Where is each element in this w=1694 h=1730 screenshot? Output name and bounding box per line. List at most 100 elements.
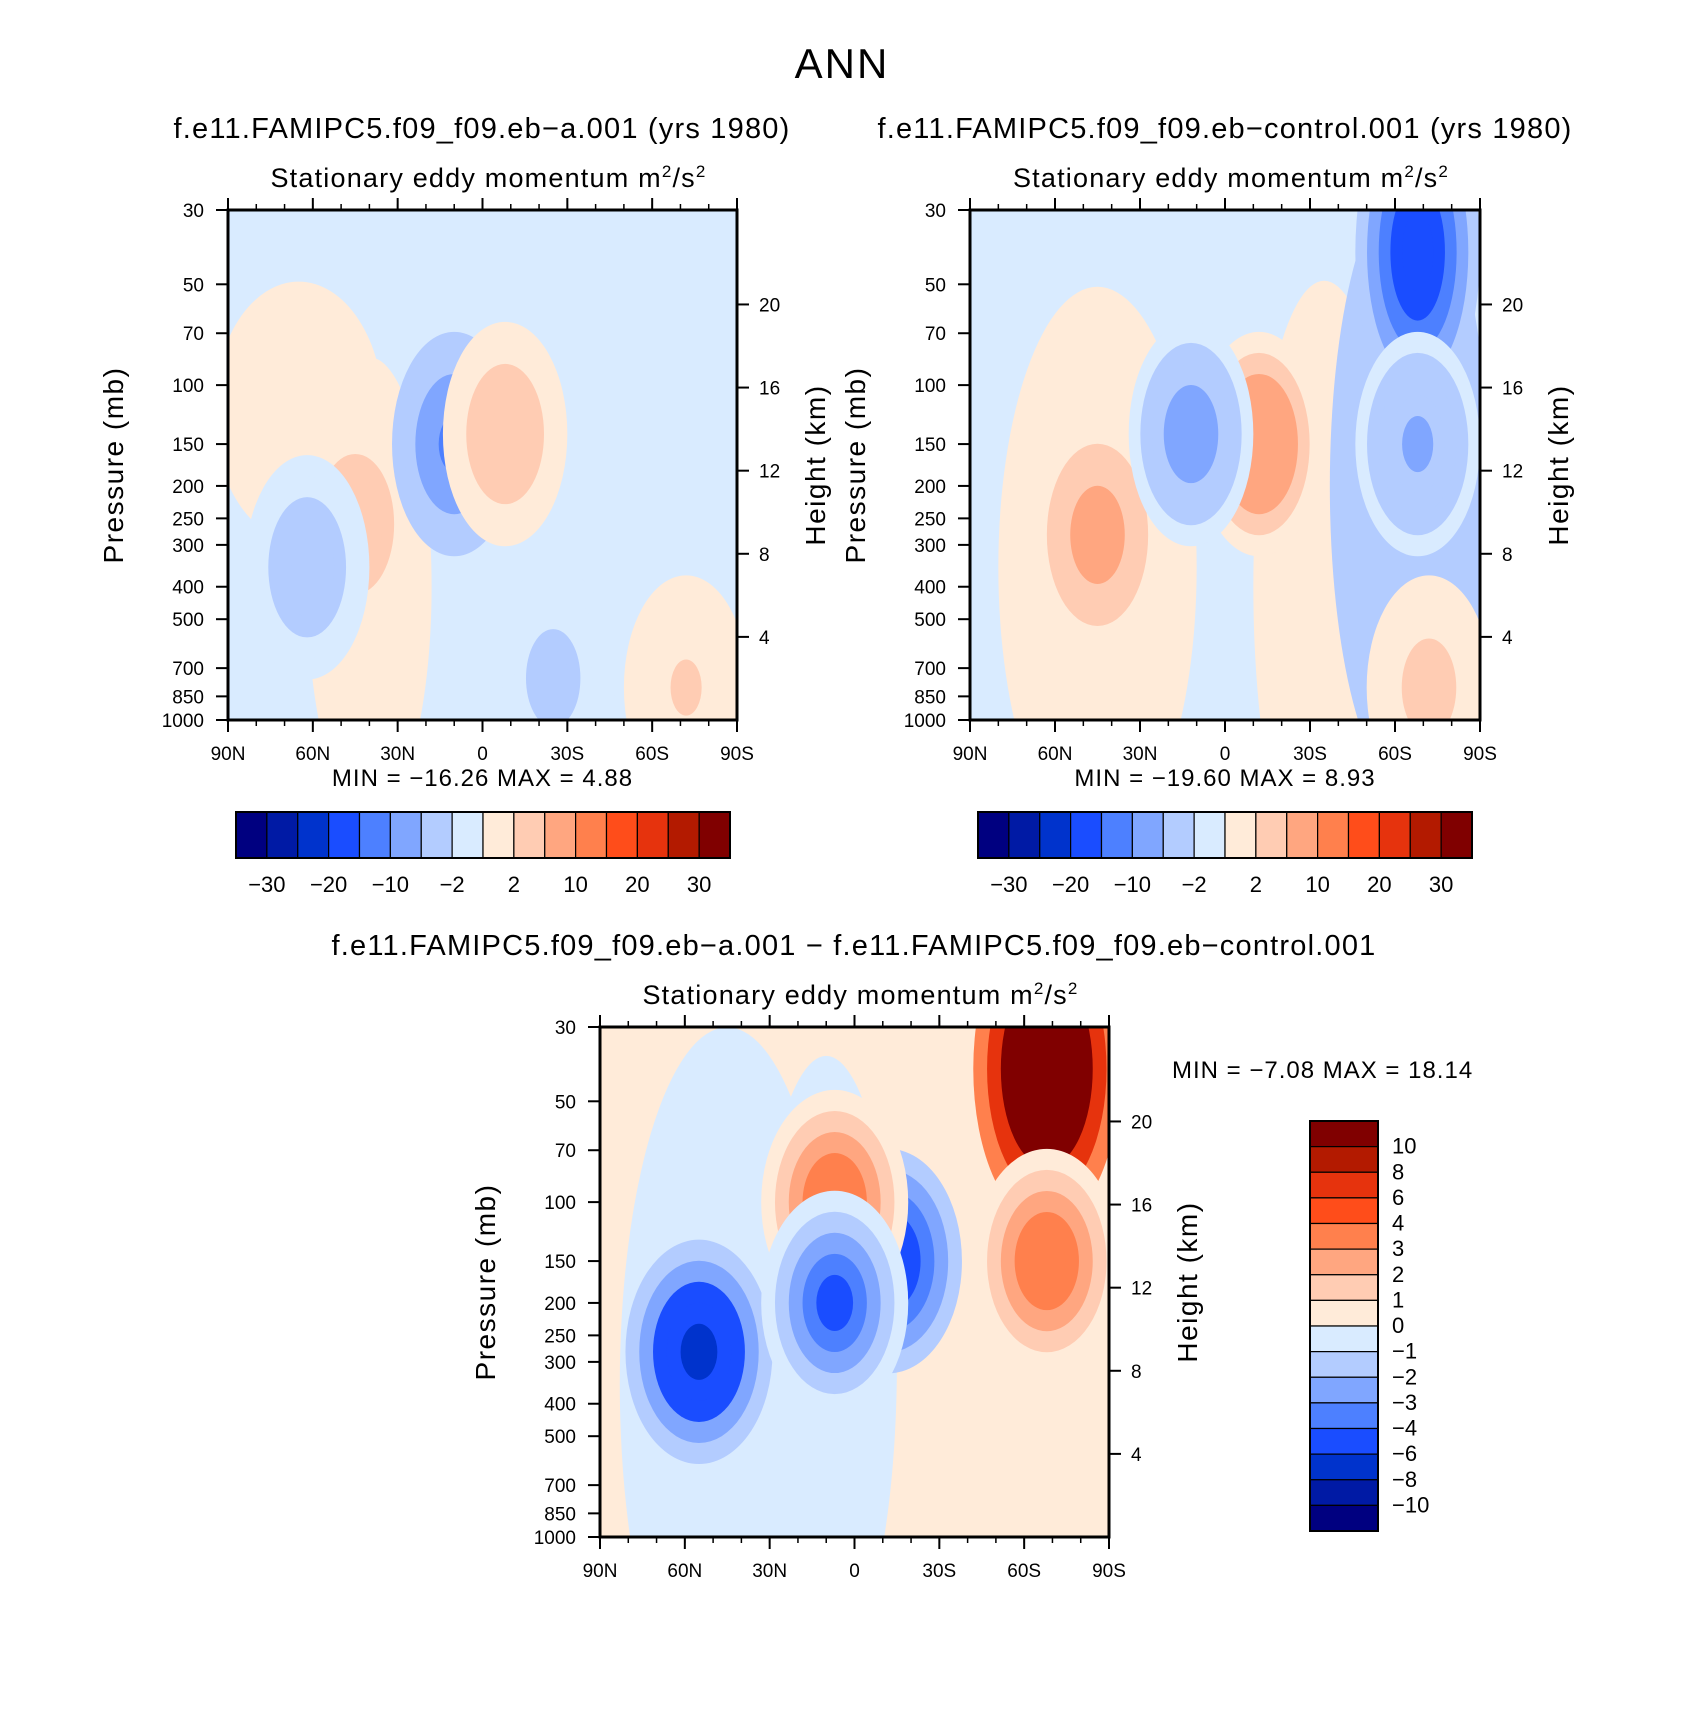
min-max-text: MIN = −19.60 MAX = 8.93 — [1074, 765, 1375, 792]
min-max-gap — [489, 765, 497, 792]
colorbar-swatch — [1309, 1171, 1379, 1199]
contour-feature — [1402, 212, 1434, 292]
height-tick-label: 4 — [1502, 628, 1513, 649]
colorbar-swatch — [420, 811, 453, 859]
colorbar-label: 10 — [1305, 872, 1329, 897]
colorbar-label: −1 — [1392, 1339, 1417, 1364]
colorbar-swatch — [1309, 1274, 1379, 1301]
x-tick-label: 60N — [1038, 744, 1073, 765]
x-tick-label: 60N — [667, 1561, 702, 1582]
x-tick-label: 30N — [1123, 744, 1158, 765]
x-tick-label: 90N — [953, 744, 988, 765]
max-text: MAX = 4.88 — [497, 765, 633, 792]
colorbar-swatch — [1131, 811, 1164, 859]
y-tick-label: 700 — [172, 659, 204, 680]
colorbar-swatch — [544, 811, 577, 859]
colorbar-label: 0 — [1392, 1313, 1404, 1338]
colorbar-label: 3 — [1392, 1236, 1404, 1261]
colorbar-swatch — [1309, 1146, 1379, 1173]
y-axis-title: Pressure (mb) — [840, 367, 871, 564]
colorbar-label: 2 — [508, 872, 520, 897]
colorbar-swatch — [1347, 811, 1380, 859]
colorbar-label: 10 — [1392, 1134, 1416, 1159]
y-tick-label: 250 — [914, 509, 946, 530]
plot-title-text: Stationary eddy momentum — [270, 163, 638, 193]
colorbar-label: 2 — [1250, 872, 1262, 897]
y-axis-right-title: Height (km) — [800, 384, 831, 545]
height-tick-label: 4 — [759, 628, 770, 649]
units-base: m — [1381, 163, 1405, 193]
y-tick-label: 850 — [914, 687, 946, 708]
colorbar-swatch — [1309, 1427, 1379, 1455]
colorbar-label: −30 — [248, 872, 285, 897]
colorbar-swatch — [235, 811, 268, 859]
plot-title: Stationary eddy momentum m2/s2 — [270, 162, 706, 193]
units-sup2: 2 — [696, 162, 707, 181]
y-tick-label: 1000 — [904, 711, 946, 732]
colorbar-swatch — [1309, 1376, 1379, 1404]
plot-area — [970, 210, 1480, 720]
run-title: f.e11.FAMIPC5.f09_f09.eb−a.001 (yrs 1980… — [174, 113, 791, 145]
y-tick-label: 500 — [914, 610, 946, 631]
colorbar-label: −2 — [440, 872, 465, 897]
y-tick-label: 30 — [925, 201, 946, 222]
chart-panel-2: f.e11.FAMIPC5.f09_f09.eb−control.001 (yr… — [840, 113, 1574, 897]
colorbar-label: −2 — [1392, 1364, 1417, 1389]
colorbar-frame — [235, 811, 731, 859]
y-tick-label: 150 — [914, 435, 946, 456]
y-tick-label: 100 — [544, 1193, 576, 1214]
colorbar-swatch — [1317, 811, 1350, 859]
colorbar-swatch — [1008, 811, 1041, 859]
contour-feature — [1175, 405, 1207, 463]
colorbar-swatch — [358, 811, 391, 859]
colorbar-swatch — [1309, 1479, 1379, 1506]
contour-feature — [1402, 416, 1434, 473]
colorbar-label: 20 — [1367, 872, 1391, 897]
height-tick-label: 8 — [1131, 1362, 1142, 1383]
colorbar-label: −20 — [310, 872, 347, 897]
colorbar-label: −20 — [1052, 872, 1089, 897]
colorbar-label: 8 — [1392, 1159, 1404, 1184]
colorbar-frame — [1309, 1120, 1379, 1532]
run-title: f.e11.FAMIPC5.f09_f09.eb−control.001 (yr… — [877, 113, 1572, 145]
x-tick-label: 30N — [380, 744, 415, 765]
colorbar-swatch — [1309, 1197, 1379, 1225]
y-tick-label: 70 — [183, 324, 204, 345]
colorbar-label: −30 — [990, 872, 1027, 897]
height-tick-label: 16 — [759, 379, 780, 400]
height-tick-label: 12 — [1502, 462, 1523, 483]
units-mid: /s — [672, 163, 695, 193]
colorbar-swatch — [605, 811, 638, 859]
x-tick-label: 60S — [1007, 1561, 1041, 1582]
colorbar-swatch — [451, 811, 484, 859]
contour-feature — [680, 1323, 718, 1380]
y-tick-label: 50 — [183, 275, 204, 296]
contour-feature — [1413, 659, 1445, 716]
contour-feature — [1028, 1233, 1066, 1290]
colorbar-swatch — [1309, 1222, 1379, 1250]
x-tick-label: 0 — [849, 1561, 860, 1582]
y-tick-label: 700 — [544, 1476, 576, 1497]
height-tick-label: 12 — [759, 462, 780, 483]
x-tick-label: 0 — [477, 744, 488, 765]
colorbar-swatch — [575, 811, 608, 859]
y-tick-label: 300 — [172, 536, 204, 557]
y-tick-label: 400 — [544, 1395, 576, 1416]
colorbar-swatch — [1100, 811, 1133, 859]
plot-title: Stationary eddy momentum m2/s2 — [642, 979, 1078, 1010]
contour-feature — [1028, 1029, 1066, 1109]
colorbar-swatch — [1309, 1120, 1379, 1148]
y-tick-label: 70 — [925, 324, 946, 345]
colorbar-swatch — [698, 811, 731, 859]
min-max-gap — [1232, 765, 1240, 792]
x-tick-label: 60S — [635, 744, 669, 765]
colorbar-label: 20 — [625, 872, 649, 897]
x-tick-label: 60S — [1378, 744, 1412, 765]
plot-area — [600, 1027, 1109, 1537]
height-tick-label: 20 — [1131, 1112, 1152, 1133]
contour-feature — [670, 659, 702, 716]
colorbar-swatch — [1162, 811, 1195, 859]
units-sup1: 2 — [662, 162, 673, 181]
